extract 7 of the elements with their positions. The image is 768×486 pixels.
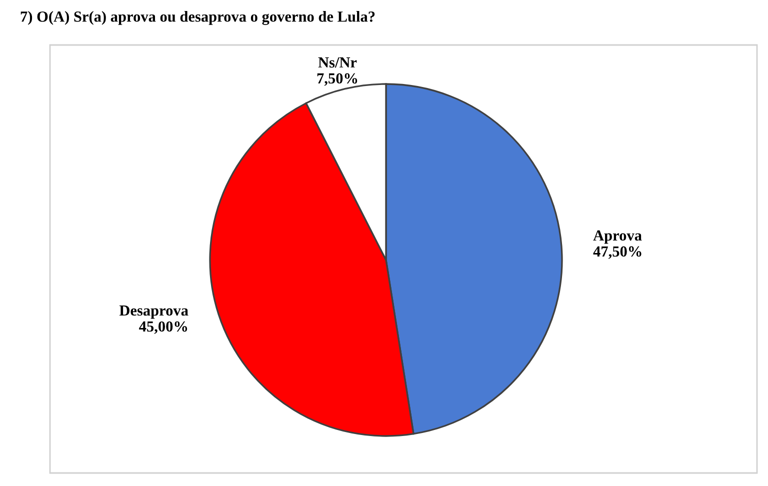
data-label: 7,50% [317, 73, 358, 86]
slice-label: Desaprova [119, 306, 188, 319]
slice-label: Ns/Nr [318, 57, 357, 68]
slice-label: Aprova [593, 230, 642, 244]
data-label: 47,50% [593, 246, 642, 259]
chart-title: 7) O(A) Sr(a) aprova ou desaprova o governo de Lula? [20, 11, 375, 25]
data-label: 45,00% [139, 321, 188, 334]
